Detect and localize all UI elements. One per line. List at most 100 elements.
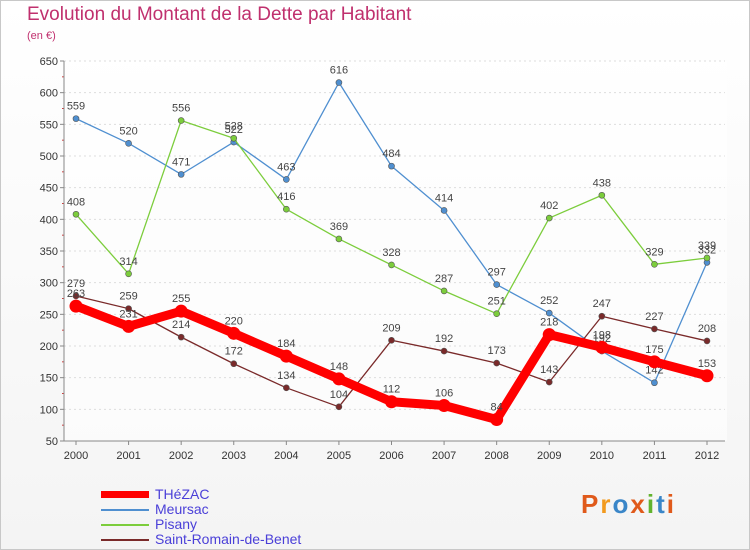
legend-label: Pisany: [155, 516, 198, 532]
data-point: [440, 347, 448, 355]
data-label: 416: [277, 191, 295, 203]
data-label: 218: [540, 317, 558, 329]
data-label: 148: [330, 361, 348, 373]
data-point: [388, 261, 395, 269]
data-label: 192: [435, 333, 453, 345]
x-tick-label: 2000: [64, 450, 88, 462]
data-point: [230, 360, 238, 368]
data-point: [125, 140, 132, 147]
data-label: 414: [435, 192, 453, 204]
x-tick-label: 2002: [169, 450, 193, 462]
logo-letter: x: [630, 489, 647, 519]
data-label: 134: [277, 370, 295, 382]
y-tick-label: 100: [40, 404, 58, 416]
data-point: [651, 260, 658, 268]
data-point: [598, 312, 606, 320]
data-label: 209: [382, 322, 400, 334]
data-label: 471: [172, 156, 190, 168]
data-point: [437, 399, 451, 413]
data-point: [335, 79, 343, 86]
x-tick-label: 2011: [643, 450, 667, 462]
data-label: 520: [119, 125, 137, 137]
data-point: [490, 412, 504, 426]
logo-letter: i: [646, 489, 657, 519]
x-tick-label: 2009: [537, 450, 561, 462]
y-tick-label: 200: [40, 341, 58, 353]
legend-swatch: [101, 509, 149, 511]
data-label: 369: [330, 221, 348, 233]
x-tick-label: 2003: [222, 450, 246, 462]
data-label: 297: [487, 267, 505, 279]
chart-title: Evolution du Montant de la Dette par Hab…: [27, 4, 412, 25]
data-label: 328: [382, 247, 400, 259]
x-tick-label: 2006: [379, 450, 403, 462]
y-tick-label: 600: [40, 88, 58, 100]
data-point: [72, 115, 80, 122]
data-point: [335, 403, 343, 411]
unit-label: (en €): [27, 30, 56, 42]
legend-label: Saint-Romain-de-Benet: [155, 531, 302, 547]
data-point: [125, 270, 132, 278]
data-point: [335, 235, 343, 243]
data-label: 329: [645, 246, 663, 258]
data-point: [545, 214, 553, 222]
data-label: 184: [277, 338, 295, 350]
data-point: [598, 191, 606, 199]
logo-letter: r: [600, 489, 613, 519]
data-label: 438: [593, 177, 611, 189]
data-point: [440, 287, 448, 295]
data-point: [122, 319, 136, 333]
data-point: [283, 384, 290, 392]
data-label: 247: [593, 298, 611, 310]
data-label: 251: [487, 296, 505, 308]
y-tick-label: 650: [40, 56, 58, 68]
y-tick-label: 50: [46, 436, 58, 448]
data-label: 263: [67, 288, 85, 300]
x-tick-label: 2005: [327, 450, 351, 462]
data-label: 279: [67, 278, 85, 290]
legend-swatch: [101, 491, 149, 498]
data-label: 84: [491, 401, 503, 413]
data-point: [651, 325, 658, 333]
data-label: 287: [435, 273, 453, 285]
data-point: [703, 254, 711, 262]
data-label: 522: [225, 124, 243, 136]
data-point: [72, 292, 80, 300]
data-point: [545, 309, 553, 317]
data-label: 484: [382, 148, 400, 160]
data-point: [177, 117, 185, 124]
legend-label: THéZAC: [155, 486, 210, 502]
data-label: 556: [172, 103, 190, 115]
data-point: [440, 207, 448, 214]
data-label: 402: [540, 200, 558, 212]
data-point: [174, 304, 188, 318]
data-point: [283, 205, 290, 213]
x-tick-label: 2010: [590, 450, 614, 462]
data-point: [493, 310, 500, 318]
data-point: [647, 355, 661, 369]
data-point: [177, 333, 185, 341]
y-tick-label: 350: [40, 246, 58, 258]
data-label: 214: [172, 319, 190, 331]
data-point: [493, 359, 500, 367]
data-label: 106: [435, 388, 453, 400]
logo-letter: i: [666, 489, 676, 519]
y-tick-label: 150: [40, 373, 58, 385]
x-tick-label: 2001: [116, 450, 140, 462]
data-label: 616: [330, 65, 348, 77]
data-label: 153: [698, 358, 716, 370]
data-point: [542, 328, 556, 342]
logo-letter: t: [656, 489, 667, 519]
data-label: 259: [119, 291, 137, 303]
data-label: 220: [225, 315, 243, 327]
proxiti-logo: Proxiti: [581, 489, 676, 520]
data-label: 528: [225, 120, 243, 132]
data-label: 172: [225, 346, 243, 358]
y-tick-label: 300: [40, 278, 58, 290]
data-label: 559: [67, 101, 85, 113]
data-label: 252: [540, 295, 558, 307]
data-point: [332, 372, 346, 386]
legend-swatch: [101, 539, 149, 541]
data-label: 198: [593, 329, 611, 341]
